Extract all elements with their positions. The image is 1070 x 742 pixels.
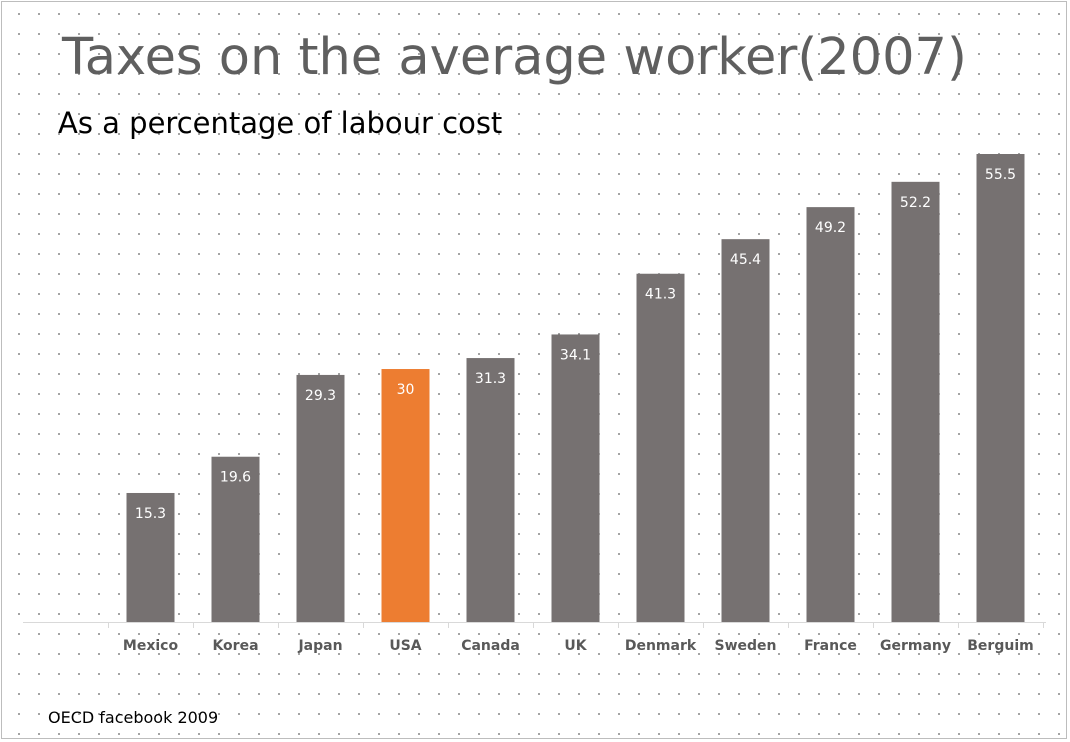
x-tick-label: USA — [389, 638, 421, 654]
bar-japan — [296, 374, 345, 622]
data-label: 19.6 — [220, 470, 251, 486]
data-label: 45.4 — [730, 252, 761, 268]
data-label: 49.2 — [815, 220, 846, 236]
x-tick-label: Denmark — [625, 638, 697, 654]
bar-korea — [211, 456, 260, 622]
x-tick-label: Germany — [880, 638, 951, 654]
bar-berguim — [976, 154, 1025, 622]
bar-usa — [381, 369, 430, 622]
x-tick-label: Mexico — [123, 638, 179, 654]
bar-sweden — [721, 239, 770, 622]
data-label: 29.3 — [305, 388, 336, 404]
data-label: 34.1 — [560, 347, 591, 363]
data-label: 55.5 — [985, 167, 1016, 183]
data-label: 41.3 — [645, 287, 676, 303]
chart-title: Taxes on the average worker(2007) — [62, 28, 967, 87]
bar-denmark — [636, 273, 685, 622]
bar-canada — [466, 358, 515, 622]
x-tick-label: France — [804, 638, 857, 654]
x-tick-label: Canada — [461, 638, 520, 654]
bar-uk — [551, 334, 600, 622]
data-label: 30 — [397, 382, 415, 398]
bar-france — [806, 207, 855, 622]
chart-subtitle: As a percentage of labour cost — [58, 106, 503, 140]
x-tick-label: Korea — [212, 638, 258, 654]
data-label: 52.2 — [900, 195, 931, 211]
data-label: 15.3 — [135, 506, 166, 522]
x-tick-label: Japan — [297, 638, 342, 654]
data-label: 31.3 — [475, 371, 506, 387]
x-tick-label: Sweden — [715, 638, 777, 654]
x-tick-label: Berguim — [967, 638, 1033, 654]
bar-mexico — [126, 492, 175, 622]
bar-germany — [891, 181, 940, 622]
source-note: OECD facebook 2009 — [48, 708, 219, 727]
x-tick-label: UK — [564, 638, 587, 654]
